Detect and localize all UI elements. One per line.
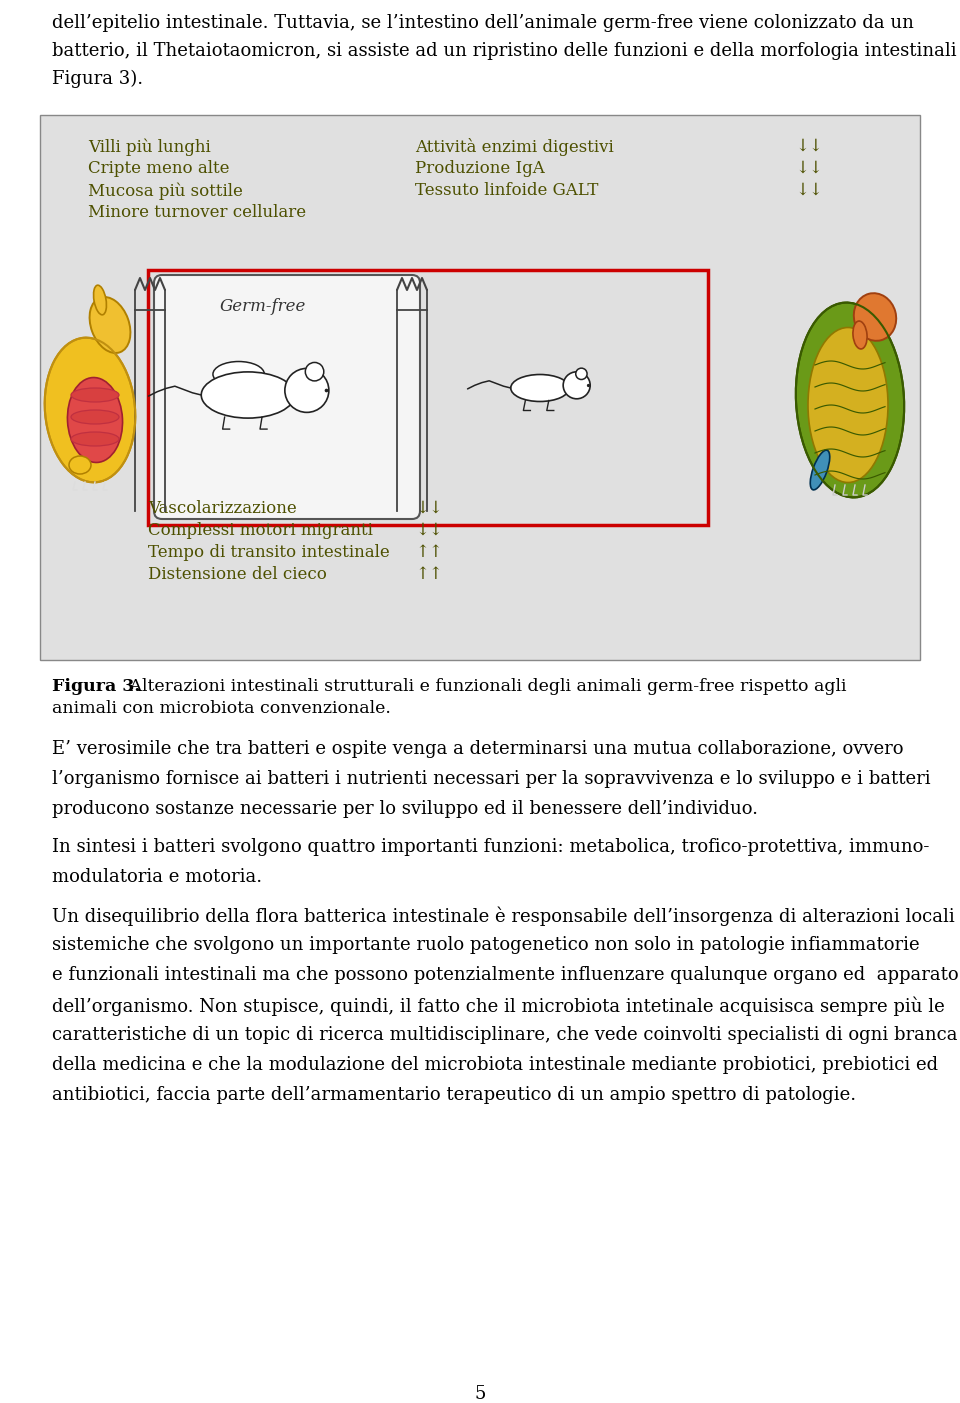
Text: Vascolarizzazione: Vascolarizzazione	[148, 499, 297, 516]
Text: 5: 5	[474, 1385, 486, 1403]
Text: ↓↓: ↓↓	[415, 499, 443, 516]
Text: l’organismo fornisce ai batteri i nutrienti necessari per la sopravvivenza e lo : l’organismo fornisce ai batteri i nutrie…	[52, 770, 930, 788]
Ellipse shape	[67, 377, 123, 463]
Text: animali con microbiota convenzionale.: animali con microbiota convenzionale.	[52, 700, 391, 717]
Ellipse shape	[45, 338, 135, 483]
Ellipse shape	[852, 321, 867, 349]
Text: e funzionali intestinali ma che possono potenzialmente influenzare qualunque org: e funzionali intestinali ma che possono …	[52, 967, 959, 984]
Circle shape	[564, 372, 590, 398]
Text: Tessuto linfoide GALT: Tessuto linfoide GALT	[415, 182, 598, 199]
Ellipse shape	[213, 362, 264, 387]
Ellipse shape	[93, 285, 107, 314]
Text: ↓↓: ↓↓	[795, 137, 823, 154]
Text: antibiotici, faccia parte dell’armamentario terapeutico di un ampio spettro di p: antibiotici, faccia parte dell’armamenta…	[52, 1086, 856, 1104]
Text: Cripte meno alte: Cripte meno alte	[88, 160, 229, 177]
Text: batterio, il Thetaiotaomicron, si assiste ad un ripristino delle funzioni e dell: batterio, il Thetaiotaomicron, si assist…	[52, 42, 956, 60]
Circle shape	[305, 362, 324, 382]
Ellipse shape	[511, 375, 569, 401]
Text: caratteristiche di un topic di ricerca multidisciplinare, che vede coinvolti spe: caratteristiche di un topic di ricerca m…	[52, 1026, 957, 1044]
Text: modulatoria e motoria.: modulatoria e motoria.	[52, 868, 262, 887]
Text: In sintesi i batteri svolgono quattro importanti funzioni: metabolica, trofico-p: In sintesi i batteri svolgono quattro im…	[52, 838, 929, 856]
Ellipse shape	[71, 432, 119, 446]
Ellipse shape	[71, 389, 119, 403]
Ellipse shape	[202, 372, 295, 418]
Ellipse shape	[853, 293, 897, 341]
Text: Germ-free: Germ-free	[220, 297, 306, 316]
Text: Complessi motori migranti: Complessi motori migranti	[148, 522, 372, 539]
Text: ↑↑: ↑↑	[415, 544, 443, 561]
Text: Figura 3).: Figura 3).	[52, 70, 143, 88]
Text: Mucosa più sottile: Mucosa più sottile	[88, 182, 243, 199]
Text: ↓↓: ↓↓	[795, 182, 823, 199]
Ellipse shape	[71, 410, 119, 424]
Ellipse shape	[796, 303, 904, 498]
FancyBboxPatch shape	[154, 275, 420, 519]
Text: dell’epitelio intestinale. Tuttavia, se l’intestino dell’animale germ-free viene: dell’epitelio intestinale. Tuttavia, se …	[52, 14, 914, 32]
Text: Villi più lunghi: Villi più lunghi	[88, 137, 211, 156]
Text: Minore turnover cellulare: Minore turnover cellulare	[88, 203, 306, 222]
Text: Alterazioni intestinali strutturali e funzionali degli animali germ-free rispett: Alterazioni intestinali strutturali e fu…	[124, 678, 847, 694]
Text: Attività enzimi digestivi: Attività enzimi digestivi	[415, 137, 613, 156]
Text: producono sostanze necessarie per lo sviluppo ed il benessere dell’individuo.: producono sostanze necessarie per lo svi…	[52, 800, 758, 818]
Text: Tempo di transito intestinale: Tempo di transito intestinale	[148, 544, 390, 561]
Text: sistemiche che svolgono un importante ruolo patogenetico non solo in patologie i: sistemiche che svolgono un importante ru…	[52, 936, 920, 954]
Ellipse shape	[810, 450, 829, 490]
Text: della medicina e che la modulazione del microbiota intestinale mediante probioti: della medicina e che la modulazione del …	[52, 1056, 938, 1075]
Text: ↓↓: ↓↓	[795, 160, 823, 177]
Circle shape	[285, 369, 329, 412]
Ellipse shape	[808, 327, 888, 483]
Text: ↑↑: ↑↑	[415, 565, 443, 584]
Bar	[148, 269, 708, 525]
Text: Distensione del cieco: Distensione del cieco	[148, 565, 326, 584]
Ellipse shape	[69, 456, 91, 474]
Text: Produzione IgA: Produzione IgA	[415, 160, 544, 177]
Text: Figura 3.: Figura 3.	[52, 678, 140, 694]
Text: dell’organismo. Non stupisce, quindi, il fatto che il microbiota intetinale acqu: dell’organismo. Non stupisce, quindi, il…	[52, 996, 945, 1016]
Ellipse shape	[89, 297, 131, 354]
Text: ↓↓: ↓↓	[415, 522, 443, 539]
Circle shape	[576, 368, 588, 379]
Text: E’ verosimile che tra batteri e ospite venga a determinarsi una mutua collaboraz: E’ verosimile che tra batteri e ospite v…	[52, 739, 903, 758]
Text: Un disequilibrio della flora batterica intestinale è responsabile dell’insorgenz: Un disequilibrio della flora batterica i…	[52, 906, 960, 926]
Bar	[40, 115, 920, 659]
